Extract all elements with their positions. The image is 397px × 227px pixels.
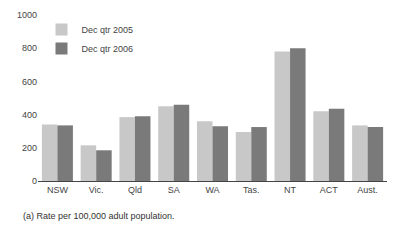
svg-text:SA: SA	[168, 185, 180, 195]
svg-text:(a) Rate per 100,000 adult pop: (a) Rate per 100,000 adult population.	[23, 211, 175, 221]
svg-text:NSW: NSW	[47, 185, 69, 195]
svg-text:Tas.: Tas.	[243, 185, 260, 195]
svg-text:800: 800	[22, 43, 37, 53]
svg-text:Vic.: Vic.	[89, 185, 104, 195]
svg-text:Aust.: Aust.	[357, 185, 378, 195]
svg-text:Dec qtr 2006: Dec qtr 2006	[81, 44, 133, 54]
svg-text:1000: 1000	[17, 10, 37, 20]
svg-text:Dec qtr 2005: Dec qtr 2005	[81, 25, 133, 35]
svg-text:200: 200	[22, 143, 37, 153]
svg-text:600: 600	[22, 77, 37, 87]
svg-text:Qld: Qld	[128, 185, 142, 195]
svg-text:NT: NT	[284, 185, 296, 195]
svg-text:0: 0	[32, 176, 37, 186]
svg-text:WA: WA	[205, 185, 219, 195]
svg-text:400: 400	[22, 110, 37, 120]
svg-text:ACT: ACT	[320, 185, 339, 195]
